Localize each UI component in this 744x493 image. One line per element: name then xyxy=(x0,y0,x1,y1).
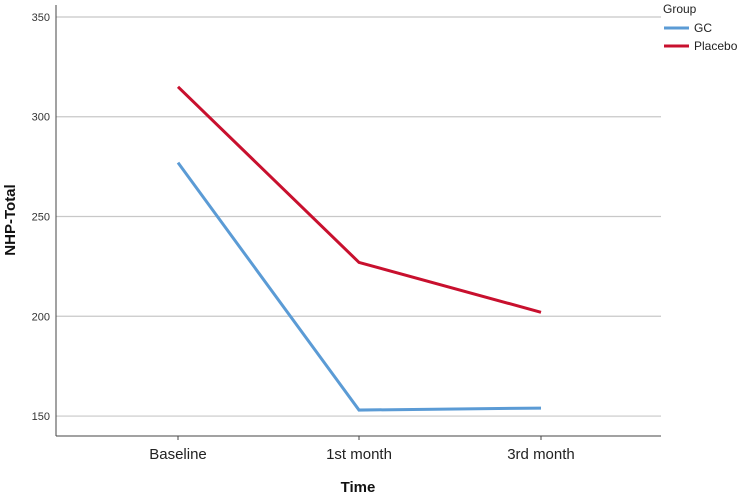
y-tick-label: 200 xyxy=(32,311,50,323)
y-tick-label: 250 xyxy=(32,212,50,224)
y-axis-title: NHP-Total xyxy=(2,184,19,255)
legend: Group GC Placebo xyxy=(663,2,738,53)
series-lines xyxy=(176,85,542,412)
series-line-gc xyxy=(176,161,542,412)
x-tick-label: 1st month xyxy=(326,446,392,463)
series-line-placebo xyxy=(176,85,542,314)
legend-label-gc: GC xyxy=(694,21,712,35)
legend-items: GC Placebo xyxy=(664,21,738,53)
x-axis-ticks: Baseline 1st month 3rd month xyxy=(149,436,575,463)
plot-area: 150 200 250 300 350 Baseline 1st month 3rd mon… xyxy=(32,5,661,463)
y-tick-label: 350 xyxy=(32,12,50,24)
gridlines xyxy=(56,16,661,417)
legend-label-placebo: Placebo xyxy=(694,39,738,53)
plot-background xyxy=(56,5,661,436)
y-tick-label: 300 xyxy=(32,112,50,124)
y-tick-label: 150 xyxy=(32,411,50,423)
y-axis-ticks: 150 200 250 300 350 xyxy=(32,12,50,423)
legend-title: Group xyxy=(663,2,697,16)
x-tick-label: Baseline xyxy=(149,446,207,463)
x-tick-label: 3rd month xyxy=(507,446,575,463)
x-axis-title: Time xyxy=(341,479,376,493)
